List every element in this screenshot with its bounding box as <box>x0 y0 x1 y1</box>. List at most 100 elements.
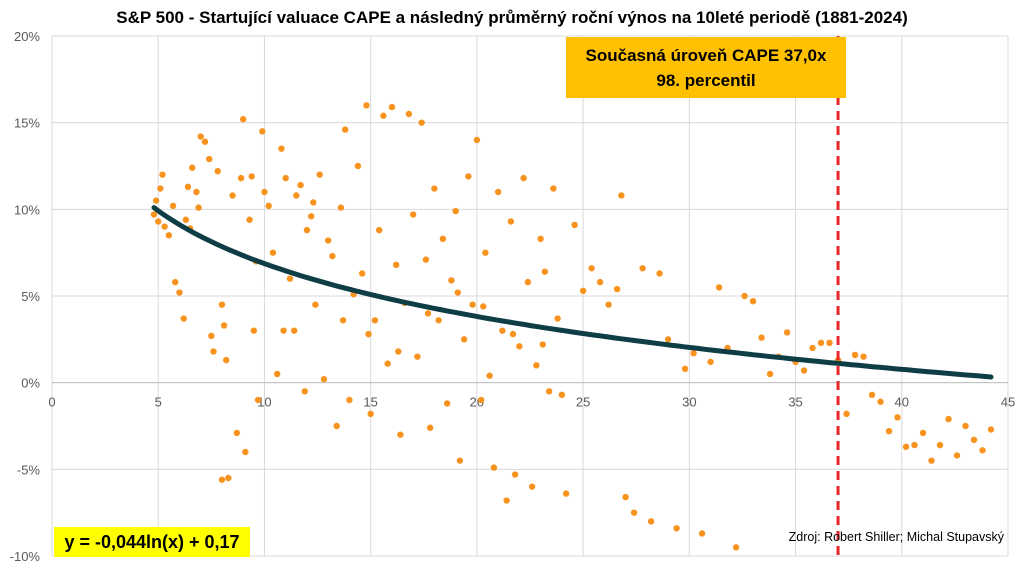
data-point <box>533 362 540 369</box>
x-tick-label: 25 <box>576 395 590 410</box>
data-point <box>431 185 438 192</box>
data-point <box>286 275 294 282</box>
data-point <box>293 192 300 199</box>
data-points <box>150 102 995 551</box>
data-point <box>233 429 241 437</box>
data-point <box>165 232 173 239</box>
data-point <box>229 192 236 199</box>
data-point <box>261 188 268 196</box>
data-point <box>539 341 546 348</box>
y-tick-label: 0% <box>21 376 40 391</box>
y-tick-label: -5% <box>17 462 41 477</box>
data-point <box>206 155 213 163</box>
data-point <box>418 119 425 126</box>
data-point <box>528 483 536 490</box>
data-point <box>218 476 226 483</box>
data-point <box>208 332 215 340</box>
data-point <box>766 370 774 378</box>
data-point <box>639 265 646 272</box>
data-point <box>363 102 370 109</box>
chart-title: S&P 500 - Startující valuace CAPE a násl… <box>116 8 907 27</box>
data-point <box>197 133 204 140</box>
data-point <box>182 216 190 223</box>
data-point <box>630 509 638 516</box>
data-point <box>333 422 340 430</box>
data-point <box>392 261 400 268</box>
data-point <box>157 185 164 192</box>
data-point <box>656 270 663 277</box>
data-point <box>613 285 621 293</box>
data-point <box>159 171 166 178</box>
data-point <box>545 388 553 395</box>
data-point <box>424 310 432 317</box>
data-point <box>749 298 757 305</box>
y-tick-label: 15% <box>14 116 40 131</box>
data-point <box>541 268 549 275</box>
data-point <box>507 218 515 225</box>
data-point <box>176 289 183 296</box>
data-point <box>189 164 196 171</box>
axis-labels: -10%-5%0%5%10%15%20%0 5 10 15 20 25 30 35 40 45 <box>10 29 1016 564</box>
data-point <box>365 330 372 338</box>
data-point <box>397 431 404 438</box>
data-point <box>800 367 808 374</box>
data-point <box>919 429 927 437</box>
data-point <box>310 199 317 206</box>
data-point <box>579 287 587 294</box>
grid-lines <box>51 35 1009 557</box>
current-cape-percentile: 98. percentil <box>656 71 755 90</box>
data-point <box>371 317 379 324</box>
data-point <box>681 365 689 372</box>
data-point <box>618 192 625 199</box>
data-point <box>448 277 455 284</box>
x-tick-label: 40 <box>895 395 909 410</box>
data-point <box>673 525 680 532</box>
data-point <box>741 292 748 300</box>
data-point <box>443 400 451 407</box>
x-tick-label: 35 <box>788 395 802 410</box>
data-point <box>494 188 502 196</box>
current-cape-annotation: Současná úroveň CAPE 37,0x 98. percentil <box>566 37 846 98</box>
data-point <box>503 497 510 504</box>
data-point <box>242 448 249 456</box>
data-point <box>414 353 421 360</box>
data-point <box>223 356 230 364</box>
data-point <box>240 116 247 123</box>
data-point <box>339 317 347 324</box>
data-point <box>195 204 202 211</box>
data-point <box>970 436 978 444</box>
data-point <box>193 188 200 196</box>
data-point <box>367 410 374 418</box>
y-tick-label: 10% <box>14 202 40 217</box>
data-point <box>301 388 309 395</box>
data-point <box>172 278 179 286</box>
data-point <box>732 544 740 551</box>
data-point <box>469 301 476 308</box>
data-point <box>273 370 281 378</box>
data-point <box>237 174 245 182</box>
data-point <box>218 301 226 308</box>
data-point <box>707 358 714 366</box>
data-point <box>554 315 561 322</box>
data-point <box>265 202 272 210</box>
data-point <box>452 207 459 215</box>
data-point <box>248 173 255 180</box>
data-point <box>490 464 498 471</box>
data-point <box>435 317 442 324</box>
data-point <box>278 145 285 152</box>
data-point <box>843 410 850 418</box>
data-point <box>380 112 387 119</box>
data-point <box>384 360 391 367</box>
data-point <box>571 221 578 229</box>
x-tick-label: 5 <box>155 395 162 410</box>
data-point <box>246 216 253 223</box>
data-point <box>979 447 986 454</box>
data-point <box>524 278 532 286</box>
data-point <box>622 493 629 501</box>
equation-text: y = -0,044ln(x) + 0,17 <box>64 532 239 552</box>
data-point <box>987 426 995 433</box>
data-point <box>254 396 262 404</box>
data-point <box>690 350 697 357</box>
data-point <box>520 174 527 182</box>
x-tick-label: 0 <box>48 395 55 410</box>
